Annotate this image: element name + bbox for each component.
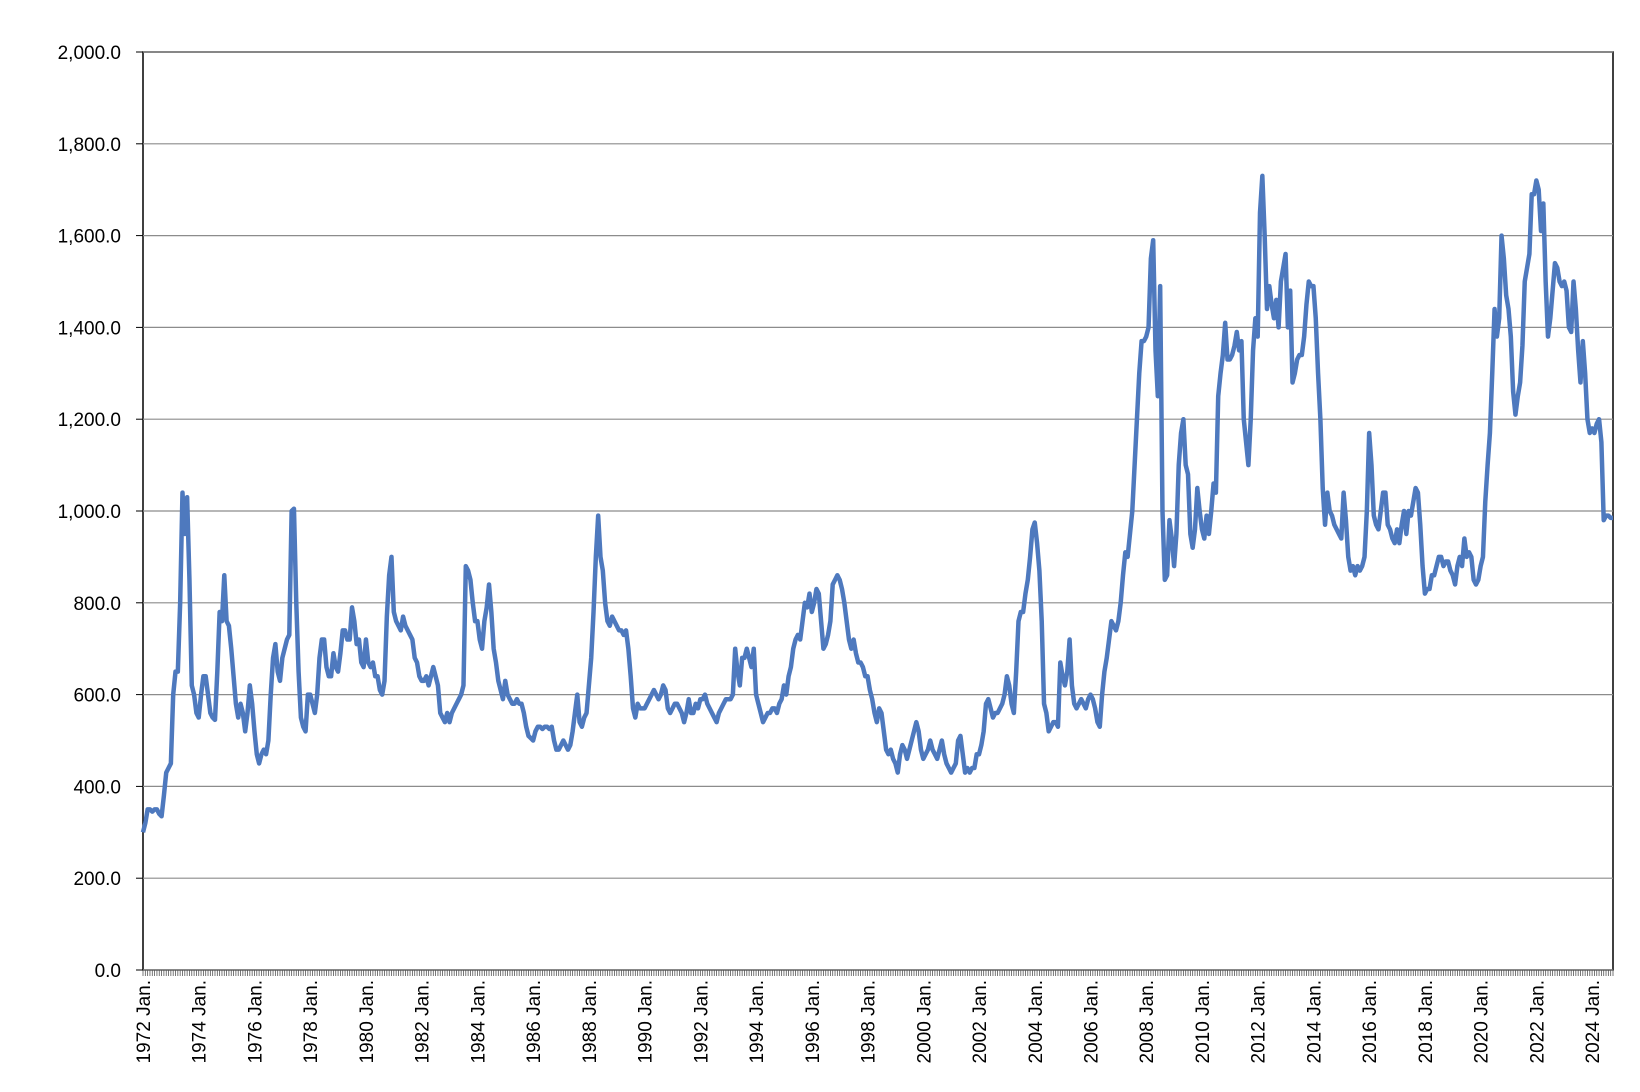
x-tick-label: 1976 Jan. xyxy=(245,980,266,1063)
x-tick-label: 1978 Jan. xyxy=(301,980,322,1063)
x-tick-label: 1988 Jan. xyxy=(580,980,601,1063)
y-tick-label: 1,600.0 xyxy=(58,227,121,248)
x-tick-label: 2024 Jan. xyxy=(1583,980,1604,1063)
y-tick-label: 1,000.0 xyxy=(58,502,121,523)
x-tick-label: 1980 Jan. xyxy=(357,980,378,1063)
y-tick-label: 800.0 xyxy=(73,594,121,615)
x-tick-label: 2004 Jan. xyxy=(1026,980,1047,1063)
x-tick-label: 1974 Jan. xyxy=(190,980,211,1063)
y-tick-label: 2,000.0 xyxy=(58,43,121,64)
y-tick-label: 1,400.0 xyxy=(58,318,121,339)
x-tick-label: 1982 Jan. xyxy=(413,980,434,1063)
x-tick-label: 2002 Jan. xyxy=(970,980,991,1063)
x-tick-label: 1992 Jan. xyxy=(691,980,712,1063)
x-tick-label: 1994 Jan. xyxy=(747,980,768,1063)
x-tick-label: 2010 Jan. xyxy=(1193,980,1214,1063)
x-tick-label: 1990 Jan. xyxy=(636,980,657,1063)
y-tick-label: 0.0 xyxy=(95,961,121,982)
x-tick-label: 2006 Jan. xyxy=(1081,980,1102,1063)
y-tick-label: 1,800.0 xyxy=(58,135,121,156)
x-tick-label: 2012 Jan. xyxy=(1249,980,1270,1063)
x-tick-label: 1972 Jan. xyxy=(134,980,155,1063)
x-tick-label: 1998 Jan. xyxy=(859,980,880,1063)
x-tick-label: 2016 Jan. xyxy=(1360,980,1381,1063)
x-tick-label: 2014 Jan. xyxy=(1304,980,1325,1063)
y-tick-label: 1,200.0 xyxy=(58,410,121,431)
x-tick-label: 1984 Jan. xyxy=(468,980,489,1063)
x-tick-label: 2008 Jan. xyxy=(1137,980,1158,1063)
y-tick-label: 600.0 xyxy=(73,686,121,707)
y-tick-label: 200.0 xyxy=(73,869,121,890)
x-tick-label: 2000 Jan. xyxy=(914,980,935,1063)
x-tick-label: 2022 Jan. xyxy=(1527,980,1548,1063)
x-tick-label: 2020 Jan. xyxy=(1472,980,1493,1063)
x-tick-label: 1996 Jan. xyxy=(803,980,824,1063)
x-tick-label: 1986 Jan. xyxy=(524,980,545,1063)
y-tick-label: 400.0 xyxy=(73,777,121,798)
data-line xyxy=(140,173,1613,833)
x-tick-label: 2018 Jan. xyxy=(1416,980,1437,1063)
